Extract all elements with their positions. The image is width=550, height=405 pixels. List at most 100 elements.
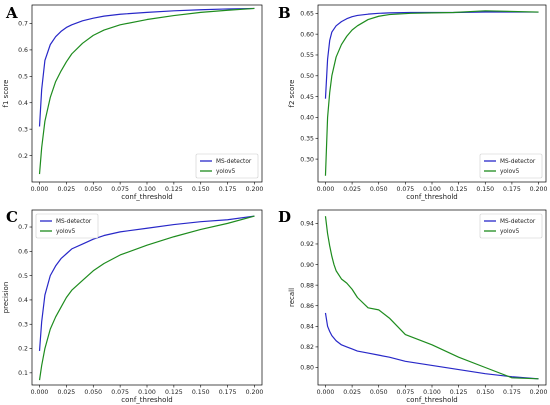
series-line-ms-detector	[324, 11, 539, 99]
panel-a: 0.000 0.025 0.050 0.075 0.100 0.125 0.150 0.175…	[2, 4, 264, 201]
y-tick-label: 0.82	[300, 344, 314, 351]
x-tick-label: 0.200	[246, 186, 264, 193]
y-tick-label: 0.90	[300, 262, 314, 269]
y-tick-label: 0.80	[300, 365, 314, 372]
legend-label: yolov5	[500, 169, 520, 175]
x-tick-label: 0.000	[317, 389, 335, 396]
series-line-ms-detector	[38, 7, 255, 127]
x-tick-label: 0.150	[476, 389, 494, 396]
legend: MS-detector yolov5	[35, 213, 99, 239]
y-tick-label: 0.4	[18, 100, 28, 107]
y-axis-label: f1 score	[2, 80, 10, 108]
x-tick-label: 0.025	[343, 389, 361, 396]
y-tick-label: 0.5	[18, 74, 28, 81]
y-tick-label: 0.88	[300, 282, 314, 289]
x-tick-label: 0.125	[450, 389, 468, 396]
x-tick-label: 0.050	[84, 186, 102, 193]
x-tick-label: 0.000	[317, 186, 335, 193]
legend-label: MS-detector	[500, 159, 536, 165]
x-tick-label: 0.175	[219, 186, 237, 193]
y-tick-label: 0.45	[300, 94, 314, 101]
legend-box	[35, 213, 99, 239]
legend-label: yolov5	[500, 229, 520, 235]
panel-b: 0.000 0.025 0.050 0.075 0.100 0.125 0.150 0.175…	[288, 4, 548, 201]
x-tick-label: 0.150	[476, 186, 494, 193]
y-tick-label: 0.30	[300, 156, 314, 163]
panel-letter-a: A	[5, 4, 18, 22]
series-line-yolov5	[324, 216, 539, 380]
x-tick-label: 0.175	[503, 186, 521, 193]
legend: MS-detector yolov5	[479, 153, 543, 179]
x-axis-label: conf_threshold	[121, 193, 173, 201]
legend-label: MS-detector	[216, 159, 252, 165]
x-tick-label: 0.025	[343, 186, 361, 193]
x-tick-label: 0.075	[111, 389, 129, 396]
y-tick-label: 0.5	[18, 273, 28, 280]
x-axis-label: conf_threshold	[406, 396, 458, 404]
series-line-ms-detector	[38, 215, 255, 352]
y-tick-label: 0.94	[300, 221, 314, 228]
x-tick-label: 0.000	[31, 389, 49, 396]
panel-letter-b: B	[278, 4, 291, 22]
x-tick-label: 0.075	[397, 186, 415, 193]
y-tick-label: 0.86	[300, 303, 314, 310]
x-tick-label: 0.075	[111, 186, 129, 193]
series-line-yolov5	[38, 7, 255, 175]
x-tick-label: 0.150	[192, 186, 210, 193]
y-tick-label: 0.3	[18, 321, 28, 328]
x-axis-label: conf_threshold	[406, 193, 458, 201]
legend-box	[479, 213, 543, 239]
x-tick-label: 0.150	[192, 389, 210, 396]
y-tick-label: 0.65	[300, 11, 314, 18]
x-axis-label: conf_threshold	[121, 396, 173, 404]
x-tick-label: 0.100	[138, 186, 156, 193]
y-tick-label: 0.60	[300, 31, 314, 38]
legend-box	[195, 153, 259, 179]
panel-letter-d: D	[278, 208, 291, 226]
legend: MS-detector yolov5	[195, 153, 259, 179]
y-tick-label: 0.6	[18, 47, 28, 54]
series-line-ms-detector	[324, 312, 539, 380]
y-tick-label: 0.84	[300, 324, 314, 331]
y-tick-label: 0.4	[18, 297, 28, 304]
y-tick-label: 0.2	[18, 346, 28, 353]
x-tick-label: 0.050	[370, 389, 388, 396]
x-tick-label: 0.000	[31, 186, 49, 193]
legend-box	[479, 153, 543, 179]
y-tick-label: 0.6	[18, 249, 28, 256]
x-tick-label: 0.200	[530, 389, 548, 396]
x-tick-label: 0.075	[397, 389, 415, 396]
y-tick-label: 0.35	[300, 135, 314, 142]
x-tick-label: 0.025	[58, 389, 76, 396]
x-tick-label: 0.100	[423, 186, 441, 193]
y-axis-label: recall	[288, 288, 296, 307]
x-tick-label: 0.200	[530, 186, 548, 193]
legend: MS-detector yolov5	[479, 213, 543, 239]
legend-label: yolov5	[56, 229, 76, 235]
x-tick-label: 0.025	[58, 186, 76, 193]
x-tick-label: 0.200	[246, 389, 264, 396]
legend-label: yolov5	[216, 169, 236, 175]
panel-c: 0.000 0.025 0.050 0.075 0.100 0.125 0.150 0.175…	[2, 209, 264, 404]
y-tick-label: 0.1	[18, 370, 28, 377]
x-tick-label: 0.125	[165, 389, 183, 396]
y-tick-label: 0.40	[300, 115, 314, 122]
y-tick-label: 0.7	[18, 21, 28, 28]
x-tick-label: 0.175	[503, 389, 521, 396]
x-tick-label: 0.175	[219, 389, 237, 396]
panel-letter-c: C	[6, 208, 18, 226]
y-tick-label: 0.55	[300, 52, 314, 59]
y-tick-label: 0.50	[300, 73, 314, 80]
x-tick-label: 0.100	[423, 389, 441, 396]
x-tick-label: 0.125	[165, 186, 183, 193]
panel-d: 0.000 0.025 0.050 0.075 0.100 0.125 0.150 0.175…	[288, 209, 548, 404]
y-tick-label: 0.2	[18, 153, 28, 160]
series-line-yolov5	[324, 10, 539, 176]
legend-label: MS-detector	[500, 219, 536, 225]
x-tick-label: 0.050	[370, 186, 388, 193]
y-axis-label: precision	[2, 282, 10, 314]
series-line-yolov5	[38, 215, 255, 381]
y-tick-label: 0.7	[18, 224, 28, 231]
y-tick-label: 0.92	[300, 241, 314, 248]
